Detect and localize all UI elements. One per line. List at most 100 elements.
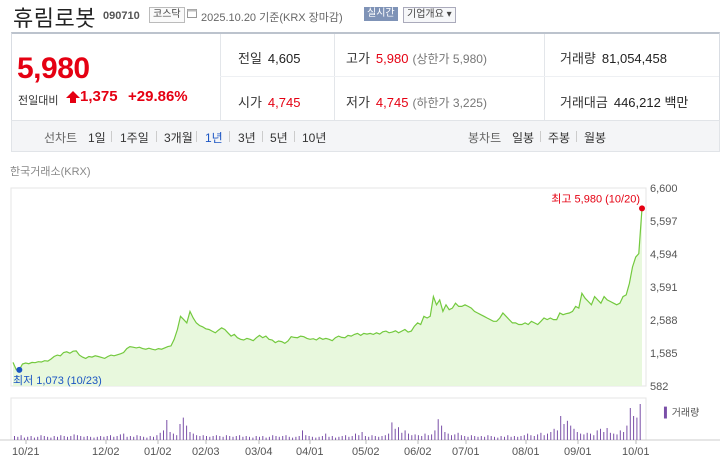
volume-bar bbox=[113, 436, 115, 440]
volume-bar bbox=[215, 435, 217, 440]
x-tick-label: 02/03 bbox=[192, 446, 220, 458]
volume-bar bbox=[517, 436, 519, 440]
volume-bar bbox=[67, 436, 68, 440]
period-1y[interactable]: 1년 bbox=[205, 131, 223, 145]
volume-bar bbox=[500, 436, 502, 440]
x-tick-label: 12/02 bbox=[92, 446, 120, 458]
volume-bar bbox=[550, 432, 552, 440]
volume-bar bbox=[603, 432, 605, 440]
upper-limit-up-icon bbox=[66, 91, 80, 103]
period-3m[interactable]: 3개월 bbox=[164, 131, 193, 145]
stock-name: 휴림로봇 bbox=[13, 6, 96, 31]
open-value: 4,745 bbox=[267, 95, 301, 110]
volume-bar bbox=[80, 436, 82, 440]
volume-bar bbox=[53, 436, 55, 440]
volume-bar bbox=[361, 432, 363, 440]
volume-bar bbox=[371, 435, 373, 440]
candle-daily[interactable]: 일봉 bbox=[512, 131, 535, 145]
volume-bar bbox=[523, 435, 525, 440]
volume-bar bbox=[235, 436, 237, 440]
volume-bar bbox=[43, 436, 45, 440]
volume-bar bbox=[633, 416, 635, 440]
volume-bar bbox=[47, 436, 49, 440]
divider bbox=[294, 131, 295, 142]
volume-bar bbox=[381, 436, 383, 440]
volume: 거래량 81,054,458 bbox=[560, 48, 667, 67]
current-price-box: 5,980 전일대비 1,375 +29.86% bbox=[12, 34, 221, 120]
volume-bar bbox=[146, 437, 148, 440]
volume-bar bbox=[206, 436, 207, 440]
volume-bar bbox=[166, 420, 168, 440]
x-tick-label: 07/01 bbox=[452, 446, 480, 458]
trade-value-label: 거래대금 bbox=[560, 95, 608, 110]
volume-bar bbox=[586, 432, 588, 440]
period-5y[interactable]: 5년 bbox=[270, 131, 288, 145]
volume-bar bbox=[126, 436, 128, 440]
volume-bar bbox=[282, 436, 284, 440]
volume-bar bbox=[189, 432, 191, 440]
volume-bar bbox=[547, 433, 548, 440]
volume-bar bbox=[629, 408, 631, 440]
x-tick-label: 06/02 bbox=[404, 446, 432, 458]
volume-bar bbox=[20, 435, 22, 440]
volume-bar bbox=[464, 436, 466, 440]
company-overview-dropdown[interactable]: 기업개요 ▾ bbox=[403, 7, 456, 23]
open-label: 시가 bbox=[238, 95, 262, 110]
volume-bar bbox=[457, 432, 459, 440]
volume-label: 거래량 bbox=[560, 51, 596, 66]
volume-bar bbox=[341, 436, 343, 440]
volume-bar bbox=[315, 437, 317, 440]
volume-bar bbox=[345, 435, 347, 440]
volume-bar bbox=[553, 428, 555, 440]
volume-bar bbox=[23, 437, 25, 440]
volume-bar bbox=[580, 433, 582, 440]
volume-bar bbox=[93, 437, 95, 440]
volume-bar bbox=[348, 436, 350, 440]
volume-bar bbox=[14, 436, 15, 440]
volume-bar bbox=[414, 434, 416, 440]
y-tick-label: 3,591 bbox=[650, 282, 678, 294]
volume-bar bbox=[437, 419, 439, 440]
volume-bar bbox=[262, 436, 264, 440]
volume-bar bbox=[318, 436, 320, 440]
volume-bar bbox=[60, 435, 62, 440]
change-amount: 1,375 bbox=[80, 88, 118, 105]
price-chart: 6,600 5,597 4,594 3,591 2,588 1,585 582 최고 5,98… bbox=[0, 183, 720, 458]
volume-bar bbox=[424, 433, 426, 440]
volume-bar bbox=[388, 433, 390, 440]
volume-bar bbox=[444, 432, 446, 440]
volume-bar bbox=[63, 436, 65, 440]
volume-bar bbox=[404, 430, 406, 440]
candle-monthly[interactable]: 월봉 bbox=[584, 131, 607, 145]
prev-close-label: 전일 bbox=[238, 51, 262, 66]
volume-bar bbox=[331, 436, 333, 440]
divider bbox=[540, 131, 541, 142]
line-chart-label: 선차트 bbox=[44, 131, 78, 145]
volume-bar bbox=[576, 432, 578, 440]
volume-bar bbox=[40, 435, 42, 440]
volume-bar bbox=[537, 434, 539, 440]
period-10y[interactable]: 10년 bbox=[302, 131, 327, 145]
market-badge: 코스닥 bbox=[149, 7, 185, 23]
realtime-button[interactable]: 실시간 bbox=[364, 7, 398, 21]
volume-bar bbox=[510, 436, 512, 440]
volume-bar bbox=[143, 436, 145, 440]
volume-bar bbox=[17, 436, 19, 440]
candle-chart-label: 봉차트 bbox=[468, 131, 502, 145]
volume-bar bbox=[272, 435, 274, 440]
period-1w[interactable]: 1주일 bbox=[120, 131, 149, 145]
volume-bar bbox=[311, 436, 313, 440]
divider bbox=[111, 131, 112, 142]
volume-bar bbox=[600, 428, 601, 440]
volume-bar bbox=[378, 436, 380, 440]
period-1d[interactable]: 1일 bbox=[88, 131, 106, 145]
volume-bar bbox=[149, 436, 151, 440]
period-3y[interactable]: 3년 bbox=[238, 131, 256, 145]
volume-bar bbox=[288, 436, 290, 440]
x-tick-label: 08/01 bbox=[512, 446, 540, 458]
low-price: 저가 4,745 (하한가 3,225) bbox=[346, 92, 487, 111]
volume-bar bbox=[57, 436, 58, 440]
volume-bar bbox=[136, 435, 138, 440]
candle-weekly[interactable]: 주봉 bbox=[548, 131, 571, 145]
high-annotation: 최고 5,980 (10/20) bbox=[551, 192, 640, 205]
